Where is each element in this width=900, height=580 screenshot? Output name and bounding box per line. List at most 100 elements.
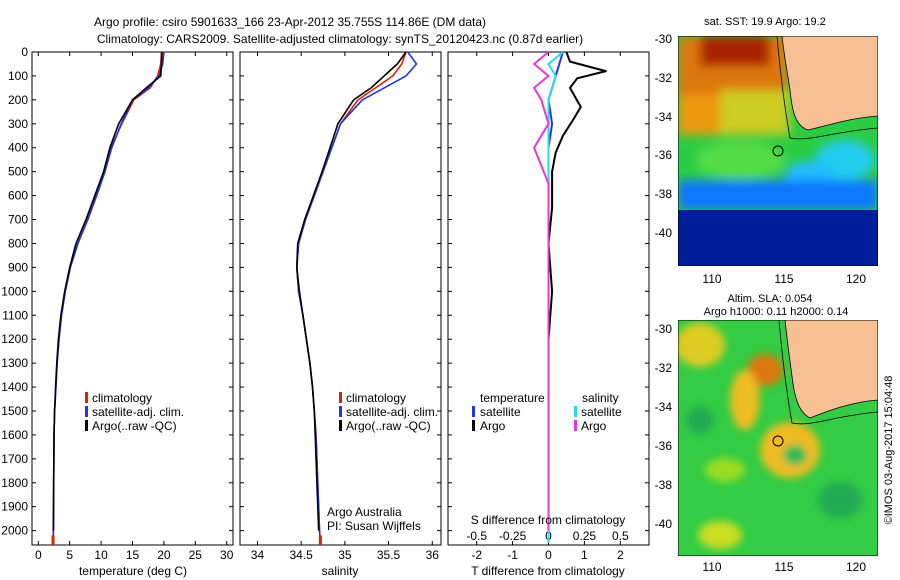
depth-tick-label: 0 — [21, 45, 28, 59]
lon-tick: 120 — [846, 560, 866, 574]
sst-map-title: sat. SST: 19.9 Argo: 19.2 — [704, 16, 826, 28]
x-tick-label: 35 — [338, 548, 352, 562]
lat-tick: -32 — [655, 361, 673, 375]
x-tick-label: 34.5 — [289, 548, 313, 562]
legend-label: Argo(..raw -QC) — [92, 419, 177, 433]
legend-label: climatology — [346, 391, 406, 405]
salinity-axes — [239, 51, 442, 546]
legend-swatch-climatology — [339, 392, 342, 403]
salinity-diff-tick-label: 0.5 — [612, 529, 629, 543]
pi-annotation: PI: Susan Wijffels — [327, 519, 421, 533]
depth-tick-label: 500 — [8, 165, 28, 179]
salinity-legend: climatology satellite-adj. clim. Argo(..… — [327, 391, 438, 533]
salinity-lines — [295, 52, 418, 545]
sst-map — [678, 36, 878, 266]
depth-tick-label: 300 — [8, 117, 28, 131]
legend-swatch-climatology — [85, 392, 88, 403]
depth-tick-label: 1100 — [2, 308, 28, 322]
legend-title-temperature: temperature — [480, 391, 545, 405]
x-tick-label: 0 — [35, 548, 42, 562]
lon-tick: 115 — [774, 272, 793, 286]
depth-tick-label: 400 — [8, 141, 28, 155]
legend-label: satellite — [581, 405, 622, 419]
depth-tick-label: 1700 — [1, 452, 28, 466]
sla-map-lat-ticks: -30 -32 -34 -36 -38 -40 — [655, 322, 673, 531]
x-tick-label: 0 — [545, 548, 552, 562]
legend-label: climatology — [92, 391, 152, 405]
x-tick-label: 35.5 — [377, 548, 401, 562]
legend-swatch-argo — [85, 420, 88, 431]
lon-tick: 110 — [702, 560, 721, 574]
depth-tick-label: 100 — [8, 69, 28, 83]
legend-label: Argo — [480, 419, 506, 433]
salinity-diff-tick-label: 0.25 — [573, 529, 597, 543]
sla-map-subtitle: Argo h1000: 0.11 h2000: 0.14 — [704, 306, 849, 318]
x-tick-label: 5 — [66, 548, 73, 562]
lat-tick: -38 — [655, 187, 673, 201]
salinity-xlabel: salinity — [322, 564, 359, 578]
sdiff-argo-line — [533, 52, 550, 531]
legend-swatch-argo — [339, 420, 342, 431]
legend-swatch-t-satellite — [472, 406, 475, 417]
lat-tick: -34 — [655, 400, 673, 414]
depth-tick-label: 1900 — [1, 500, 28, 514]
depth-tick-label: 200 — [8, 93, 28, 107]
temp-argo-line — [52, 52, 163, 531]
depth-tick-label: 900 — [8, 260, 28, 274]
depth-tick-label: 2000 — [1, 524, 28, 538]
temp-climatology-line — [52, 52, 163, 543]
lat-tick: -32 — [655, 71, 673, 85]
x-tick-label: 34 — [251, 548, 265, 562]
legend-label: satellite-adj. clim. — [92, 405, 184, 419]
temperature-legend: climatology satellite-adj. clim. Argo(..… — [85, 391, 184, 433]
depth-tick-label: 1800 — [1, 476, 28, 490]
imos-credit: ©IMOS 03-Aug-2017 15:04:48 — [883, 376, 895, 525]
legend-swatch-satellite — [339, 406, 342, 417]
legend-swatch-s-satellite — [574, 406, 577, 417]
x-tick-label: 25 — [189, 548, 203, 562]
depth-tick-label: 600 — [8, 189, 28, 203]
lon-tick: 115 — [774, 560, 793, 574]
sla-map — [678, 320, 878, 556]
lon-tick: 110 — [702, 272, 721, 286]
legend-swatch-s-argo — [574, 420, 577, 431]
depth-tick-label: 1000 — [1, 284, 28, 298]
x-tick-label: 10 — [94, 548, 108, 562]
depth-tick-label: 700 — [8, 213, 28, 227]
legend-label: satellite-adj. clim. — [346, 405, 438, 419]
depth-tick-label: 1400 — [1, 380, 28, 394]
x-tick-label: 1 — [581, 548, 588, 562]
temperature-lines — [51, 52, 165, 545]
lon-tick: 120 — [846, 272, 866, 286]
lat-tick: -30 — [655, 322, 673, 336]
sal-satellite-line — [295, 52, 418, 543]
salinity-diff-tick-label: -0.5 — [466, 529, 487, 543]
lat-tick: -30 — [655, 32, 673, 46]
argo-australia-annotation: Argo Australia — [327, 505, 402, 519]
legend-title-salinity: salinity — [582, 391, 619, 405]
depth-tick-label: 1600 — [1, 428, 28, 442]
x-tick-label: 20 — [157, 548, 171, 562]
x-tick-label: -1 — [507, 548, 518, 562]
argo-position-marker — [772, 145, 784, 157]
figure-title-line1: Argo profile: csiro 5901633_166 23-Apr-2… — [94, 15, 486, 29]
tick-layer: 0100200300400500600700800900100011001200… — [1, 45, 649, 562]
difference-xlabel: T difference from climatology — [471, 564, 625, 578]
sla-map-lon-ticks: 110 115 120 — [702, 560, 866, 574]
sal-climatology-line — [295, 52, 407, 543]
lat-tick: -40 — [655, 517, 673, 531]
lat-tick: -36 — [655, 148, 673, 162]
figure-title-line2: Climatology: CARS2009. Satellite-adjuste… — [97, 32, 583, 46]
lat-tick: -36 — [655, 439, 673, 453]
lat-tick: -40 — [655, 226, 673, 240]
x-tick-label: 15 — [126, 548, 140, 562]
difference-top-label: S difference from climatology — [471, 513, 626, 527]
temp-satellite-line — [52, 52, 165, 543]
difference-legend: temperature salinity satellite Argo sate… — [472, 391, 622, 433]
x-tick-label: 2 — [617, 548, 624, 562]
argo-position-marker — [772, 435, 784, 447]
temperature-xlabel: temperature (deg C) — [79, 564, 187, 578]
depth-tick-label: 1300 — [1, 356, 28, 370]
lat-tick: -34 — [655, 110, 673, 124]
